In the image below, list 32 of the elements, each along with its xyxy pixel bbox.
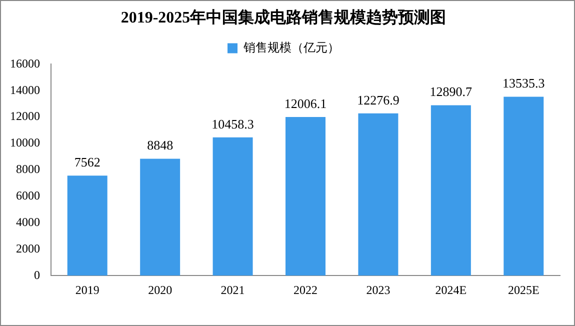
bar [212,137,253,276]
data-label: 7562 [74,154,100,170]
x-tick-label: 2019 [75,282,100,297]
bar [67,176,108,276]
x-tick-label: 2021 [220,282,245,297]
y-tick-label: 8000 [16,162,40,176]
bar [504,96,544,276]
x-tick-label: 2025E [508,282,540,297]
chart-title: 2019-2025年中国集成电路销售规模趋势预测图 [120,8,446,27]
data-label: 8848 [147,138,174,153]
y-tick-label: 4000 [16,214,40,229]
data-label: 12276.9 [357,92,400,108]
x-tick-label: 2020 [148,282,172,297]
y-tick-label: 6000 [16,188,40,202]
y-tick-label: 16000 [10,56,40,70]
x-tick-label: 2024E [435,282,467,297]
bar [430,105,471,276]
x-tick-label: 2022 [294,282,318,297]
y-tick-label: 10000 [10,136,40,150]
bar [140,158,180,276]
data-label: 12890.7 [430,84,473,100]
x-tick-label: 2023 [366,282,390,297]
y-tick-label: 0 [34,268,40,282]
data-label: 12006.1 [284,96,327,111]
bar [358,113,398,276]
legend-label: 销售规模（亿元） [242,40,340,54]
data-label: 13535.3 [502,76,545,91]
y-tick-label: 12000 [10,109,40,124]
data-label: 10458.3 [212,116,254,132]
y-tick-label: 2000 [16,241,40,256]
bar [286,116,326,276]
y-tick-label: 14000 [10,82,40,97]
